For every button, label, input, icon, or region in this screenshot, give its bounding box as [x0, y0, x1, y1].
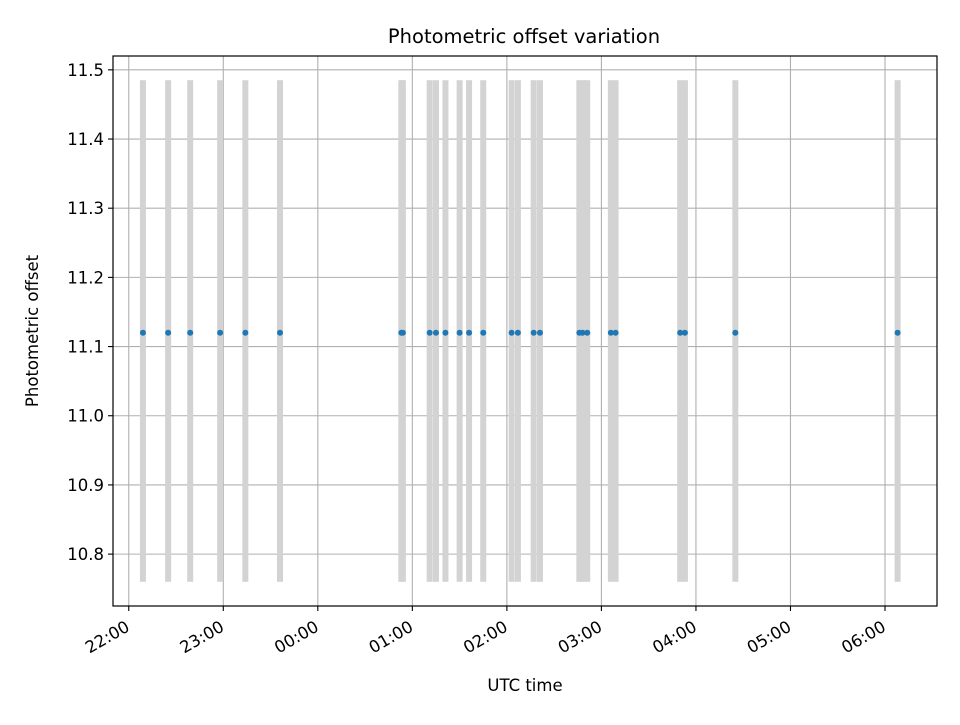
data-point: [584, 329, 591, 336]
data-point: [677, 329, 684, 336]
data-point: [732, 329, 739, 336]
data-point: [681, 329, 688, 336]
chart-title: Photometric offset variation: [388, 25, 660, 48]
y-tick-label: 11.1: [67, 338, 104, 357]
data-point: [456, 329, 463, 336]
data-point: [894, 329, 901, 336]
data-points: [139, 329, 901, 336]
data-point: [139, 329, 146, 336]
x-axis-label: UTC time: [487, 676, 562, 695]
data-point: [480, 329, 487, 336]
data-point: [536, 329, 543, 336]
data-point: [242, 329, 249, 336]
data-point: [612, 329, 619, 336]
y-tick-label: 11.4: [67, 130, 104, 149]
y-tick-label: 11.0: [67, 407, 104, 426]
data-point: [579, 329, 586, 336]
y-tick-label: 11.5: [67, 61, 104, 80]
y-tick-label: 11.3: [67, 199, 104, 218]
data-point: [426, 329, 433, 336]
data-point: [514, 329, 521, 336]
data-point: [530, 329, 537, 336]
data-point: [432, 329, 439, 336]
y-tick-label: 10.8: [67, 545, 104, 564]
data-point: [399, 329, 406, 336]
y-tick-label: 10.9: [67, 476, 104, 495]
data-point: [508, 329, 515, 336]
data-point: [442, 329, 449, 336]
data-point: [607, 329, 614, 336]
data-point: [277, 329, 284, 336]
data-point: [165, 329, 172, 336]
data-point: [187, 329, 194, 336]
data-point: [217, 329, 224, 336]
data-point: [466, 329, 473, 336]
grid: [113, 56, 937, 606]
plot-frame: [112, 55, 938, 607]
y-tick-label: 11.2: [67, 268, 104, 287]
y-axis-label: Photometric offset: [23, 254, 42, 407]
